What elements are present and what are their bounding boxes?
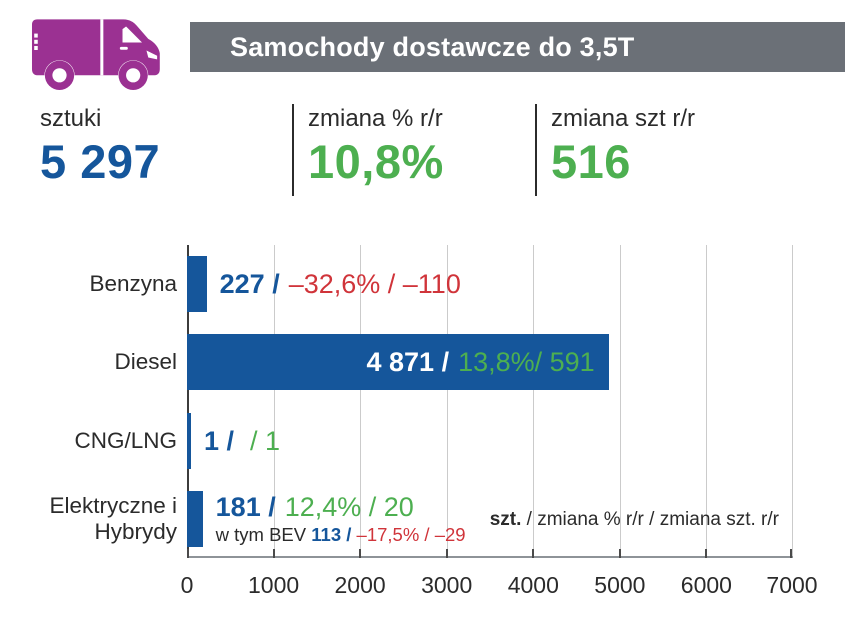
x-axis-line — [187, 556, 793, 558]
bar-chart: Benzyna Diesel CNG/LNG Elektryczne i Hyb… — [0, 245, 845, 605]
x-tick-label: 5000 — [594, 572, 646, 598]
bar-value-diesel: 4 871 / 13,8%/ 591 — [187, 334, 595, 390]
stat-total-units: sztuki 5 297 — [40, 104, 292, 196]
bar-value-benzyna: 227 / –32,6% / –110 — [220, 256, 461, 312]
axis-tick — [359, 549, 362, 558]
gridline — [446, 245, 448, 558]
bar-diesel — [187, 334, 609, 390]
stat-label: zmiana szt r/r — [551, 105, 696, 132]
x-tick-label: 1000 — [248, 572, 300, 598]
stat-label: zmiana % r/r — [308, 105, 443, 132]
x-tick-label: 0 — [180, 572, 194, 598]
stat-label: sztuki — [40, 105, 102, 132]
gridline — [273, 245, 275, 558]
summary-stats: sztuki 5 297 zmiana % r/r 10,8% zmiana s… — [40, 104, 695, 196]
stat-value: 516 — [551, 135, 631, 188]
gridline — [360, 245, 362, 558]
bev-prefix: w tym BEV — [215, 524, 307, 545]
axis-tick — [532, 549, 535, 558]
stat-change-units: zmiana szt r/r 516 — [535, 104, 695, 196]
x-tick-label: 2000 — [334, 572, 386, 598]
x-tick-label: 3000 — [421, 572, 473, 598]
units-value: 1 / — [204, 425, 235, 456]
bar-cng-lng — [187, 413, 191, 469]
gridline — [619, 245, 621, 558]
gridline — [792, 245, 793, 558]
axis-tick — [618, 549, 621, 558]
bar-value-elektryczne: 181 / 12,4% / 20 w tym BEV 113 / –17,5% … — [216, 491, 466, 547]
change-value: / 1 — [250, 425, 281, 456]
category-label-benzyna: Benzyna — [89, 271, 177, 296]
bev-units: 113 / — [311, 524, 352, 545]
bar-elektryczne — [187, 491, 203, 547]
bar-benzyna — [187, 256, 207, 312]
legend-note: szt. / zmiana % r/r / zmiana szt. r/r — [490, 509, 779, 531]
axis-tick — [790, 549, 792, 558]
bev-subline: w tym BEV 113 / –17,5% / –29 — [216, 524, 466, 546]
category-label-elektryczne: Elektryczne i Hybrydy — [49, 493, 177, 544]
units-value: 227 / — [219, 268, 280, 299]
x-tick-label: 4000 — [507, 572, 559, 598]
change-value: 12,4% / 20 — [284, 492, 414, 522]
gridline — [533, 245, 535, 558]
gridline — [706, 245, 708, 558]
x-tick-label: 6000 — [680, 572, 732, 598]
change-value: 13,8%/ 591 — [458, 346, 595, 377]
x-axis-labels: 0 1000 2000 3000 4000 5000 6000 7000 — [181, 572, 818, 600]
legend-note-bold: szt. — [489, 509, 522, 530]
bar-value-cng-lng: 1 / / 1 — [204, 413, 280, 469]
axis-tick — [187, 549, 189, 558]
van-icon — [31, 19, 160, 90]
axis-tick — [705, 549, 708, 558]
plot-area: 227 / –32,6% / –110 4 871 / 13,8%/ 591 1… — [187, 245, 793, 558]
change-value: –32,6% / –110 — [288, 268, 461, 299]
bev-change: –17,5% / –29 — [356, 524, 466, 545]
page-title: Samochody dostawcze do 3,5T — [230, 31, 635, 62]
title-banner: Samochody dostawcze do 3,5T — [190, 22, 845, 72]
gridline — [187, 245, 189, 558]
units-value: 181 / — [215, 492, 276, 522]
units-value: 4 871 / — [366, 346, 450, 377]
legend-note-rest: / zmiana % r/r / zmiana szt. r/r — [521, 509, 779, 530]
x-tick-label: 7000 — [766, 572, 818, 598]
stat-value: 5 297 — [40, 135, 161, 188]
stat-value: 10,8% — [308, 135, 444, 188]
axis-tick — [272, 549, 275, 558]
stat-change-percent: zmiana % r/r 10,8% — [292, 104, 535, 196]
category-label-cng-lng: CNG/LNG — [74, 428, 177, 453]
axis-tick — [445, 549, 448, 558]
category-label-diesel: Diesel — [114, 349, 177, 374]
